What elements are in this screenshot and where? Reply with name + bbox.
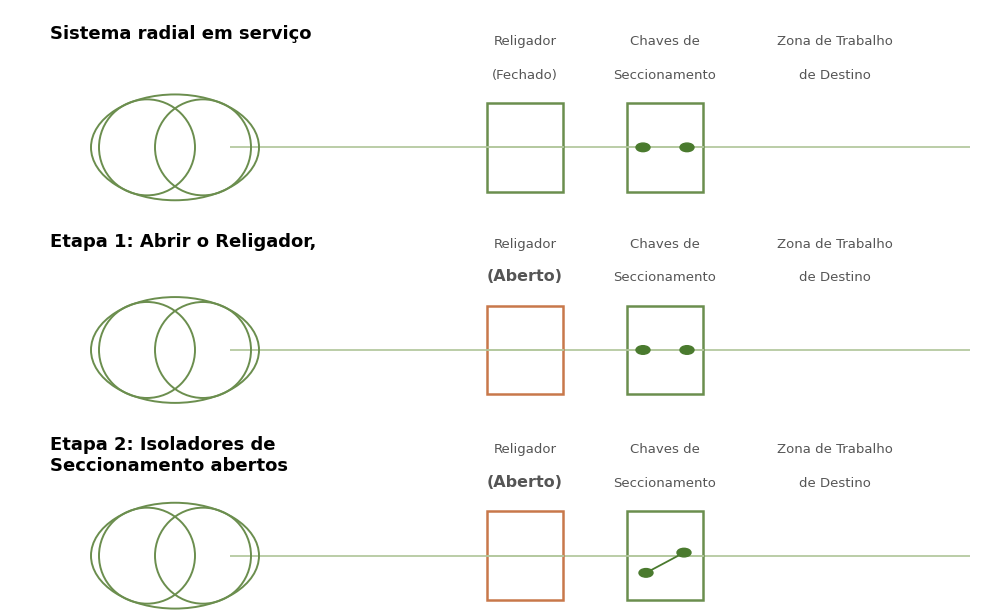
Circle shape [680,346,694,354]
Text: Religador: Religador [494,238,556,251]
Text: de Destino: de Destino [799,271,871,284]
Text: Etapa 1: Abrir o Religador,: Etapa 1: Abrir o Religador, [50,233,316,251]
Text: Seccionamento: Seccionamento [614,69,716,82]
Text: Etapa 2: Isoladores de
Seccionamento abertos: Etapa 2: Isoladores de Seccionamento abe… [50,436,288,475]
Text: Seccionamento: Seccionamento [614,271,716,284]
Text: Sistema radial em serviço: Sistema radial em serviço [50,25,312,42]
Circle shape [636,143,650,152]
Bar [487,306,563,394]
Text: Zona de Trabalho: Zona de Trabalho [777,238,893,251]
Text: Chaves de: Chaves de [630,443,700,456]
Text: Seccionamento: Seccionamento [614,477,716,490]
Text: Zona de Trabalho: Zona de Trabalho [777,35,893,48]
Text: Zona de Trabalho: Zona de Trabalho [777,443,893,456]
Bar [627,306,703,394]
Bar [627,103,703,192]
Text: Chaves de: Chaves de [630,238,700,251]
Bar [627,511,703,600]
Text: Religador: Religador [494,35,556,48]
Text: de Destino: de Destino [799,477,871,490]
Text: Chaves de: Chaves de [630,35,700,48]
Text: (Aberto): (Aberto) [487,270,563,284]
Circle shape [639,569,653,577]
Circle shape [677,548,691,557]
Circle shape [680,143,694,152]
Circle shape [636,346,650,354]
Text: Religador: Religador [494,443,556,456]
Text: de Destino: de Destino [799,69,871,82]
Text: (Aberto): (Aberto) [487,475,563,490]
Bar [487,511,563,600]
Text: (Fechado): (Fechado) [492,69,558,82]
Bar [487,103,563,192]
